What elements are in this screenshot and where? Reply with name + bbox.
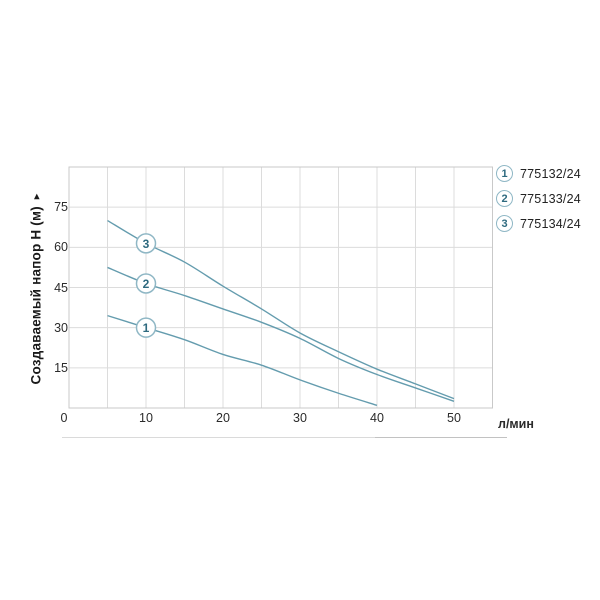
x-tick-label-50: 50 bbox=[447, 411, 461, 425]
y-tick-label-60: 60 bbox=[54, 240, 68, 255]
x-tick-label-0: 0 bbox=[60, 411, 68, 425]
curve-marker-circle-2 bbox=[135, 273, 157, 294]
divider-line-left bbox=[62, 437, 375, 438]
x-tick-label-40: 40 bbox=[370, 411, 384, 425]
y-tick-label-75: 75 bbox=[54, 200, 68, 215]
x-axis-unit-label: л/мин bbox=[498, 417, 534, 431]
legend-marker-icon-3: 3 bbox=[496, 215, 513, 232]
legend-label-3: 775134/24 bbox=[520, 216, 581, 231]
legend-item-3: 3 775134/24 bbox=[496, 215, 581, 232]
y-tick-label-30: 30 bbox=[54, 320, 68, 335]
curve-2 bbox=[107, 266, 455, 402]
curve-3 bbox=[107, 219, 455, 400]
legend-item-2: 2 775133/24 bbox=[496, 190, 581, 207]
curve-marker-number-1: 1 bbox=[143, 321, 150, 335]
curve-marker-number-2: 2 bbox=[143, 277, 150, 291]
legend-marker-icon-2: 2 bbox=[496, 190, 513, 207]
curve-marker-number-3: 3 bbox=[143, 237, 150, 251]
legend-marker-icon-1: 1 bbox=[496, 165, 513, 182]
legend-label-2: 775133/24 bbox=[520, 191, 581, 206]
plot-border bbox=[68, 166, 493, 409]
legend-label-1: 775132/24 bbox=[520, 166, 581, 181]
y-tick-label-45: 45 bbox=[54, 280, 68, 295]
legend-item-1: 1 775132/24 bbox=[496, 165, 581, 182]
x-tick-label-20: 20 bbox=[216, 411, 230, 425]
curve-marker-circle-3 bbox=[135, 233, 157, 254]
x-tick-label-10: 10 bbox=[139, 411, 153, 425]
y-tick-label-15: 15 bbox=[54, 360, 68, 375]
legend: 1 775132/24 2 775133/24 3 775134/24 bbox=[496, 165, 581, 232]
x-tick-label-30: 30 bbox=[293, 411, 307, 425]
divider-line-right bbox=[375, 437, 507, 438]
curve-marker-circle-1 bbox=[135, 317, 157, 338]
